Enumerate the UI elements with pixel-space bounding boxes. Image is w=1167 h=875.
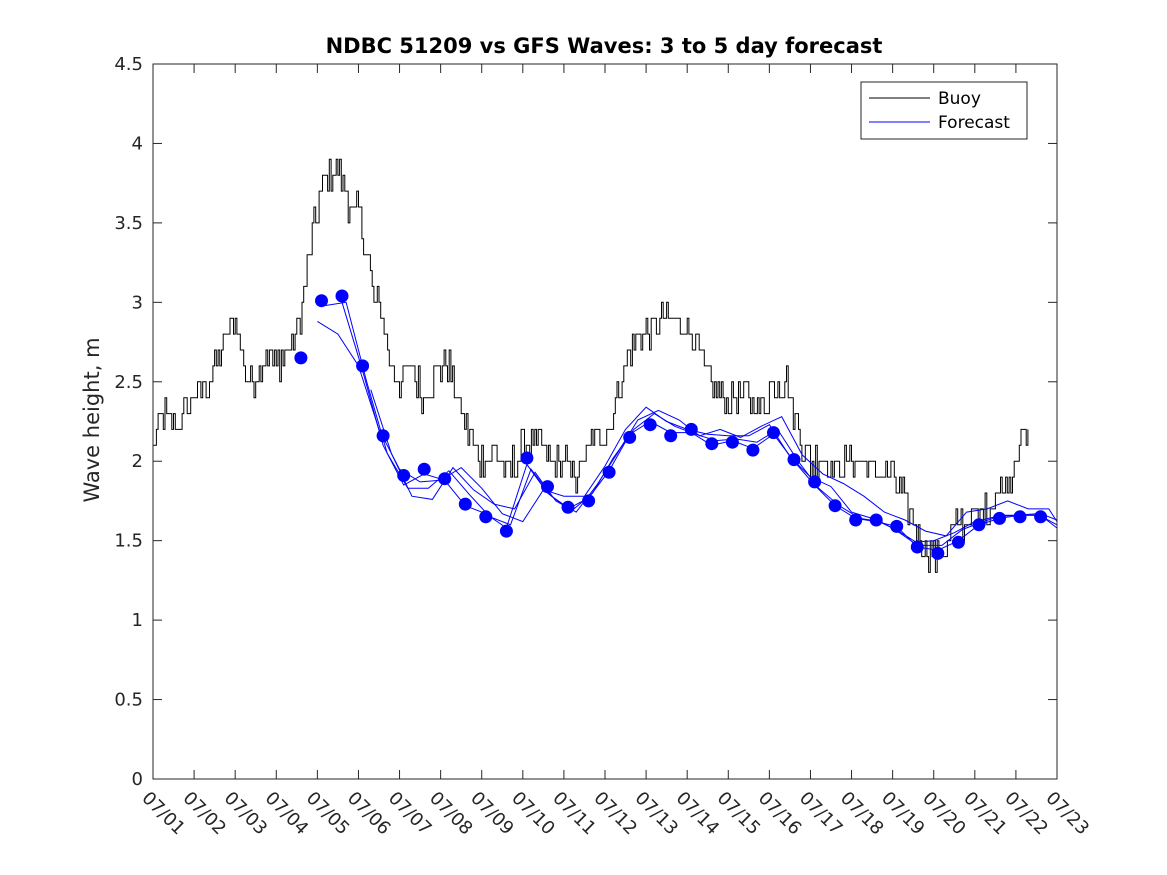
forecast-point-37: [1034, 510, 1048, 524]
forecast-point-28: [849, 513, 863, 527]
y-tick-label: 3: [132, 292, 143, 313]
forecast-point-19: [664, 429, 678, 443]
forecast-point-1: [294, 351, 308, 365]
forecast-point-2: [315, 294, 328, 308]
y-tick-label: 2.5: [114, 372, 143, 393]
forecast-point-35: [993, 511, 1006, 525]
forecast-point-33: [951, 535, 965, 549]
forecast-point-9: [458, 497, 472, 511]
y-tick-label: 1: [132, 610, 143, 631]
forecast-point-31: [910, 540, 924, 554]
forecast-point-18: [643, 418, 657, 432]
y-tick-label: 4.5: [114, 54, 143, 75]
plot-area: [153, 158, 1058, 573]
forecast-point-10: [479, 510, 493, 524]
forecast-point-22: [725, 435, 739, 449]
legend: Buoy Forecast: [860, 81, 1028, 140]
y-tick-label: 1.5: [114, 531, 143, 552]
forecast-point-32: [931, 546, 945, 560]
y-axis-label: Wave height, m: [80, 337, 104, 502]
forecast-point-11: [499, 524, 513, 538]
forecast-point-24: [767, 426, 780, 440]
forecast-point-34: [972, 518, 986, 532]
y-tick-label: 0.5: [114, 690, 143, 711]
forecast-point-23: [746, 443, 760, 457]
forecast-point-5: [376, 429, 390, 443]
forecast-point-16: [602, 465, 616, 479]
forecast-point-4: [356, 359, 370, 373]
y-tick-label: 4: [132, 133, 143, 154]
forecast-point-17: [623, 430, 637, 444]
forecast-point-21: [705, 437, 719, 451]
y-tick-label: 3.5: [114, 213, 143, 234]
legend-buoy-label: Buoy: [938, 89, 981, 109]
forecast-point-13: [541, 480, 554, 494]
forecast-point-7: [417, 462, 431, 476]
forecast-point-3: [335, 289, 349, 303]
y-tick-label: 2: [132, 451, 143, 472]
forecast-point-6: [397, 469, 411, 482]
chart-title: NDBC 51209 vs GFS Waves: 3 to 5 day fore…: [326, 34, 883, 58]
forecast-point-27: [828, 499, 842, 513]
legend-box: [860, 81, 1028, 140]
forecast-point-15: [582, 494, 596, 508]
forecast-point-26: [808, 475, 822, 489]
forecast-series-line-4: [370, 389, 1058, 537]
forecast-point-20: [684, 422, 698, 436]
forecast-point-36: [1013, 510, 1027, 524]
forecast-point-25: [787, 453, 801, 467]
legend-forecast-label: Forecast: [938, 113, 1010, 133]
forecast-point-29: [869, 513, 883, 527]
forecast-point-30: [890, 519, 904, 533]
forecast-point-8: [438, 472, 452, 486]
y-tick-label: 0: [132, 769, 143, 790]
forecast-point-12: [520, 451, 534, 465]
buoy-series-line: [153, 158, 1029, 573]
forecast-point-14: [561, 500, 575, 514]
